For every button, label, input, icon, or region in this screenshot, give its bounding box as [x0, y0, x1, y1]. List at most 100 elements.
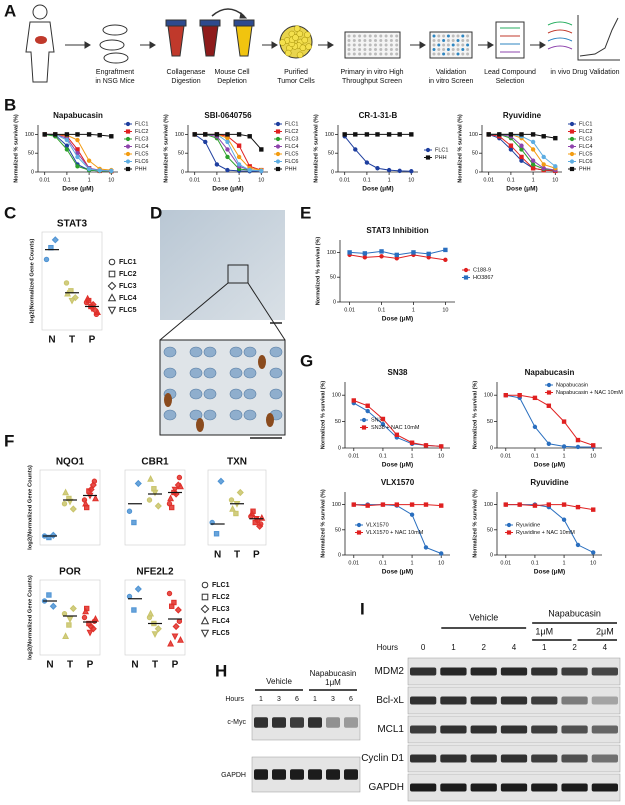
panel-label: A	[4, 1, 16, 20]
x-axis-label: Dose (μM)	[212, 186, 243, 193]
band	[440, 754, 467, 763]
y-axis-label: Normalized % survival (%)	[313, 114, 319, 183]
data-point	[64, 147, 70, 152]
x-tick-label: 10	[590, 453, 596, 459]
data-point	[176, 618, 183, 624]
data-point	[64, 143, 70, 148]
data-point	[486, 132, 491, 137]
well	[461, 43, 465, 47]
y-axis-label: log2(Normalized Gene Counts)	[28, 575, 34, 660]
data-point	[154, 502, 162, 510]
data-point	[591, 550, 596, 555]
data-point	[409, 132, 414, 137]
well	[368, 52, 372, 56]
x-tick-label: 0.1	[213, 177, 221, 183]
data-point	[174, 606, 182, 614]
data-point	[394, 256, 399, 261]
legend-label: FLC1	[119, 259, 137, 266]
data-point	[177, 636, 184, 643]
panel-label: E	[300, 203, 311, 222]
band	[440, 667, 467, 676]
legend-label: SN38	[371, 417, 385, 423]
well	[352, 39, 356, 42]
band	[272, 717, 286, 728]
data-point	[397, 132, 402, 137]
legend-marker	[569, 166, 575, 172]
legend-label: FLC5	[212, 630, 230, 637]
hour-label: 1	[259, 696, 263, 703]
data-point	[225, 154, 230, 160]
data-point	[214, 162, 220, 167]
group-label: Vehicle	[469, 612, 498, 622]
data-point	[532, 395, 538, 401]
y-tick-label: 50	[487, 419, 493, 425]
y-tick-label: 50	[28, 151, 34, 157]
data-point	[43, 256, 50, 263]
band	[326, 717, 340, 728]
data-point	[177, 482, 184, 490]
data-point	[423, 443, 429, 448]
x-tick-label: 1	[388, 177, 391, 183]
data-point	[236, 132, 242, 137]
data-point	[61, 611, 68, 617]
data-point	[365, 403, 370, 408]
data-point	[94, 308, 101, 316]
x-axis-label: Dose (μM)	[362, 186, 393, 193]
legend-label: PHH	[285, 166, 297, 172]
well	[352, 48, 356, 51]
chart-title: STAT3 Inhibition	[366, 226, 428, 235]
nucleus	[189, 367, 203, 379]
data-point	[541, 162, 546, 167]
step-label: in vitro Screen	[429, 78, 474, 85]
data-point	[42, 132, 47, 137]
data-point	[426, 255, 431, 260]
x-tick-label: 0.1	[531, 453, 539, 459]
well	[347, 48, 351, 51]
data-point	[379, 254, 384, 259]
legend-marker	[125, 129, 131, 134]
well	[374, 52, 377, 56]
plot-area	[207, 469, 267, 546]
well	[395, 48, 399, 51]
data-point	[386, 132, 392, 137]
data-point	[503, 502, 508, 507]
data-point	[69, 505, 77, 513]
data-point	[86, 132, 92, 137]
data-point	[97, 168, 102, 173]
blot-row-label: GAPDH	[368, 782, 404, 793]
y-tick-label: 0	[475, 169, 478, 175]
y-tick-label: 50	[335, 419, 341, 425]
well	[442, 39, 446, 42]
data-point	[439, 444, 444, 449]
cell	[305, 43, 312, 50]
x-tick-label: 0.1	[507, 177, 515, 183]
legend-label: PHH	[579, 166, 591, 172]
data-point	[443, 257, 448, 263]
data-point	[575, 437, 581, 443]
legend-marker	[275, 129, 281, 134]
data-point	[365, 408, 370, 414]
data-point	[86, 166, 92, 172]
legend-label: FLC1	[285, 121, 298, 127]
well	[358, 48, 362, 51]
legend-label: FLC4	[579, 144, 592, 150]
data-point	[53, 132, 58, 137]
legend-label: PHH	[435, 155, 447, 161]
well	[466, 43, 470, 47]
well	[395, 43, 399, 47]
data-point	[553, 164, 558, 169]
well	[347, 34, 351, 38]
cell	[304, 31, 311, 39]
y-tick-label: 100	[484, 502, 493, 508]
well	[446, 34, 450, 38]
y-axis-label: Normalized % survival (%)	[320, 381, 326, 450]
data-point	[151, 489, 159, 497]
well	[451, 43, 455, 47]
data-point	[351, 502, 356, 507]
legend-label: FLC2	[579, 129, 592, 135]
legend-marker	[201, 593, 209, 601]
well	[466, 48, 470, 51]
panel-label: B	[4, 95, 16, 114]
data-point	[126, 593, 133, 600]
legend-marker	[200, 604, 210, 614]
